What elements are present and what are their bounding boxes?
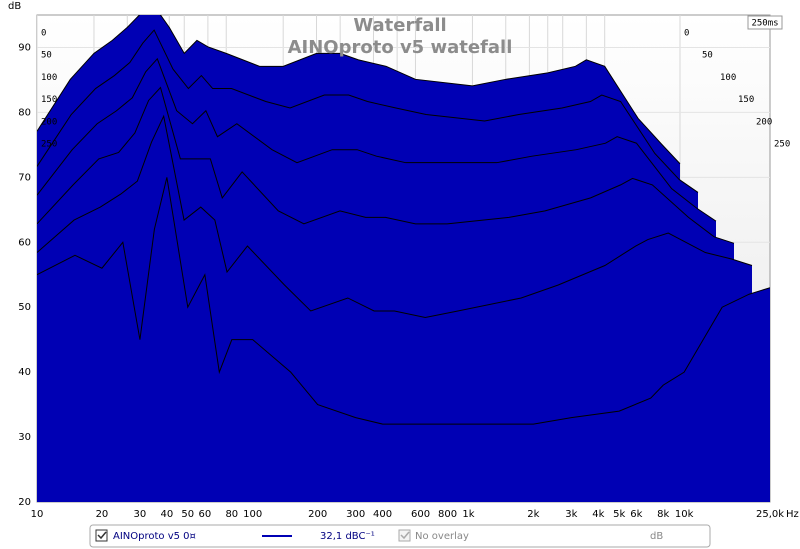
depth-tick-label: 100 (720, 73, 736, 83)
x-tick-label: 400 (373, 509, 392, 520)
y-tick-label: 50 (18, 302, 31, 313)
x-tick-label: 40 (161, 509, 174, 520)
legend-unit: dB (650, 531, 663, 542)
x-tick-label: 30 (134, 509, 147, 520)
depth-tick-label: 150 (738, 95, 754, 105)
check-mark (400, 531, 410, 540)
depth-tick-label: 150 (41, 95, 57, 105)
x-tick-label: 800 (438, 509, 457, 520)
overlay-checkbox[interactable] (398, 529, 411, 542)
depth-tick-label: 200 (756, 117, 772, 127)
x-axis-unit: Hz (786, 509, 799, 520)
x-tick-label: 2k (527, 509, 539, 520)
x-tick-label: 20 (96, 509, 109, 520)
slice (37, 29, 699, 193)
depth-tick-label: 50 (41, 51, 52, 61)
slice (37, 86, 735, 244)
depth-tick-label: 250 (41, 140, 57, 150)
slice (37, 177, 770, 425)
depth-label-box (747, 15, 783, 30)
x-tick-label: 10k (675, 509, 694, 520)
x-tick-label: 60 (198, 509, 211, 520)
legend-smoothing: 32,1 dBC⁻¹ (320, 531, 375, 542)
check-mark (97, 531, 107, 540)
slice (37, 114, 753, 318)
depth-tick-label: 250 (774, 140, 790, 150)
x-tick-label: 8k (657, 509, 669, 520)
y-tick-label: 20 (18, 497, 31, 508)
x-tick-label: 50 (181, 509, 194, 520)
x-tick-label: 600 (411, 509, 430, 520)
x-tick-label: 25,0k (756, 509, 784, 520)
depth-tick-label: 0 (41, 29, 46, 39)
y-tick-label: 30 (18, 432, 31, 443)
y-tick-label: 90 (18, 42, 31, 53)
y-tick-label: 70 (18, 172, 31, 183)
chart-title: Waterfall (353, 15, 446, 36)
x-tick-label: 1k (462, 509, 474, 520)
x-tick-label: 5k (613, 509, 625, 520)
legend-overlay: No overlay (415, 531, 469, 542)
x-tick-label: 100 (243, 509, 262, 520)
x-tick-label: 80 (225, 509, 238, 520)
slice (37, 15, 681, 165)
x-tick-label: 200 (308, 509, 327, 520)
depth-label: 250ms (751, 19, 778, 29)
legend-checkbox[interactable] (95, 529, 108, 542)
y-axis-label: dB (8, 1, 21, 12)
x-tick-label: 300 (346, 509, 365, 520)
slice-fill (37, 177, 770, 502)
depth-tick-label: 100 (41, 73, 57, 83)
legend-name: AINOproto v5 0¤ (113, 531, 196, 542)
x-tick-label: 6k (630, 509, 642, 520)
y-tick-label: 60 (18, 237, 31, 248)
x-tick-label: 4k (592, 509, 604, 520)
chart-subtitle: AINOproto v5 watefall (288, 37, 513, 58)
slice (37, 57, 717, 222)
depth-tick-label: 50 (702, 51, 713, 61)
y-tick-label: 80 (18, 107, 31, 118)
x-tick-label: 10 (31, 509, 44, 520)
y-tick-label: 40 (18, 367, 31, 378)
depth-tick-label: 0 (684, 29, 689, 39)
depth-tick-label: 200 (41, 117, 57, 127)
x-tick-label: 3k (565, 509, 577, 520)
